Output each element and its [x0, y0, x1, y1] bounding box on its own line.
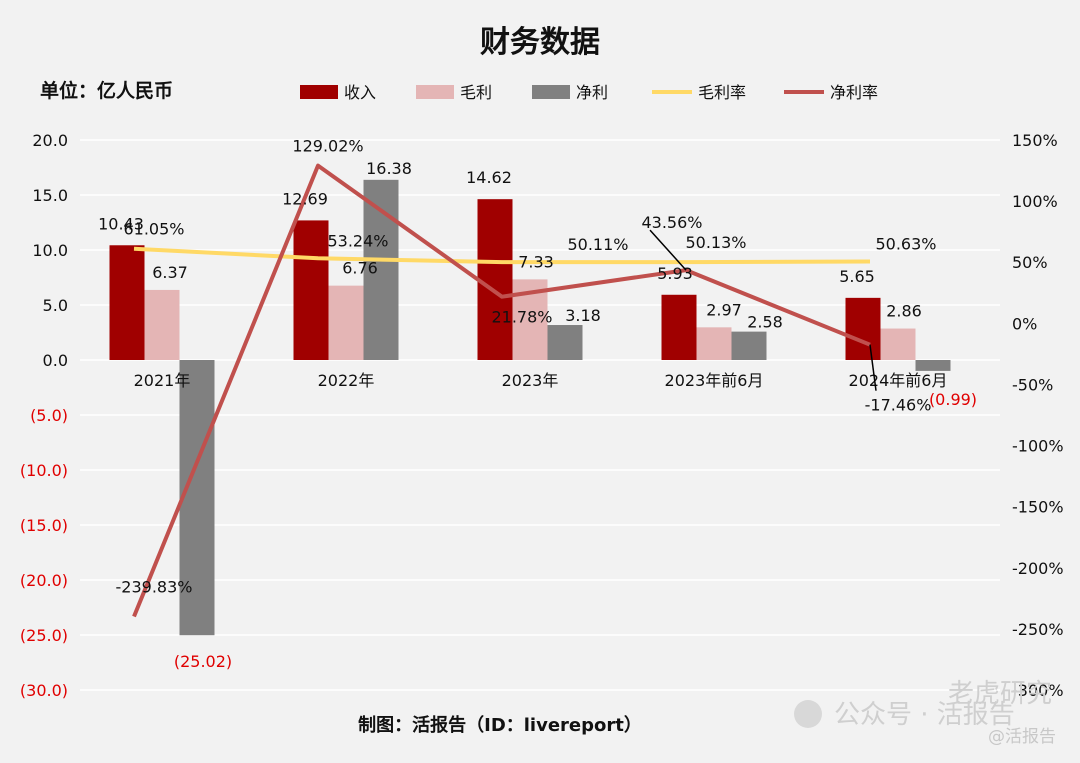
y-right-tick-label: 100% — [1012, 192, 1058, 211]
legend-label-0: 收入 — [344, 83, 376, 102]
line-label-0-4: 50.63% — [875, 234, 936, 253]
bar-label-1-2: 7.33 — [518, 252, 554, 271]
bar-label-2-3: 2.58 — [747, 313, 783, 332]
bar-0-4 — [846, 298, 881, 360]
bar-label-2-2: 3.18 — [565, 306, 601, 325]
y-left-tick-label: (5.0) — [30, 406, 68, 425]
y-left-tick-label: (15.0) — [20, 516, 68, 535]
watermark-handle: @活报告 — [988, 727, 1056, 747]
legend: 收入 毛利 净利 毛利率 净利率 — [300, 83, 878, 102]
y-right-tick-label: -200% — [1012, 559, 1064, 578]
bar-label-0-4: 5.65 — [839, 267, 875, 286]
legend-label-4: 净利率 — [830, 83, 878, 102]
category-label: 2023年前6月 — [665, 371, 764, 390]
y-left-tick-label: 10.0 — [32, 241, 68, 260]
y-left-tick-label: 20.0 — [32, 131, 68, 150]
bar-label-1-0: 6.37 — [152, 263, 188, 282]
y-left-tick-label: 15.0 — [32, 186, 68, 205]
bar-label-2-0: (25.02) — [174, 652, 232, 671]
bar-2-4 — [916, 360, 951, 371]
bar-label-2-1: 16.38 — [366, 159, 412, 178]
y-left-tick-label: (20.0) — [20, 571, 68, 590]
bars-layer — [110, 180, 951, 635]
line-label-1-4: -17.46% — [865, 396, 932, 415]
line-label-0-1: 53.24% — [327, 231, 388, 250]
line-label-1-3: 43.56% — [641, 213, 702, 232]
y-right-tick-label: 50% — [1012, 253, 1048, 272]
wechat-icon — [794, 700, 822, 728]
bar-0-2 — [478, 199, 513, 360]
bar-2-2 — [548, 325, 583, 360]
line-label-1-2: 21.78% — [491, 308, 552, 327]
legend-swatch-0 — [300, 85, 338, 99]
y-right-tick-label: -50% — [1012, 375, 1053, 394]
y-left-tick-label: (30.0) — [20, 681, 68, 700]
legend-swatch-2 — [532, 85, 570, 99]
bar-0-3 — [662, 295, 697, 360]
watermark-text2: 老虎研究 — [948, 679, 1052, 709]
category-label: 2022年 — [318, 371, 375, 390]
unit-label: 单位：亿人民币 — [40, 79, 173, 102]
line-label-1-1: 129.02% — [292, 137, 363, 156]
y-left-tick-label: (10.0) — [20, 461, 68, 480]
chart-credit: 制图：活报告（ID：livereport） — [358, 714, 642, 736]
legend-label-1: 毛利 — [460, 83, 492, 102]
bar-1-3 — [697, 327, 732, 360]
bar-1-4 — [881, 329, 916, 360]
y-right-tick-label: -150% — [1012, 498, 1064, 517]
bar-1-0 — [145, 290, 180, 360]
watermark: 公众号 · 活报告 老虎研究 @活报告 — [794, 679, 1056, 747]
grid-layer: 20.0 15.0 10.0 5.0 0.0 (5.0) (10.0) (15.0) (20.0… — [20, 131, 1064, 700]
y-right-tick-label: 0% — [1012, 314, 1037, 333]
bar-label-1-3: 2.97 — [706, 300, 742, 319]
bar-label-1-4: 2.86 — [886, 302, 922, 321]
y-left-tick-label: (25.0) — [20, 626, 68, 645]
line-label-1-0: -239.83% — [116, 577, 193, 596]
bar-label-0-3: 5.93 — [657, 264, 693, 283]
bar-2-3 — [732, 332, 767, 360]
category-label: 2023年 — [502, 371, 559, 390]
bar-0-0 — [110, 245, 145, 360]
bar-label-2-4: (0.99) — [929, 390, 977, 409]
bar-label-1-1: 6.76 — [342, 259, 378, 278]
line-label-0-3: 50.13% — [685, 233, 746, 252]
y-left-tick-label: 5.0 — [43, 296, 68, 315]
bar-label-0-2: 14.62 — [466, 168, 512, 187]
chart-title: 财务数据 — [480, 25, 600, 60]
category-label: 2024年前6月 — [849, 371, 948, 390]
y-right-tick-label: -250% — [1012, 620, 1064, 639]
legend-label-2: 净利 — [576, 83, 608, 102]
bar-1-1 — [329, 286, 364, 360]
category-label: 2021年 — [134, 371, 191, 390]
bar-0-1 — [294, 220, 329, 360]
legend-swatch-1 — [416, 85, 454, 99]
y-right-tick-label: 150% — [1012, 131, 1058, 150]
line-label-0-2: 50.11% — [567, 235, 628, 254]
bar-label-0-1: 12.69 — [282, 189, 328, 208]
legend-label-3: 毛利率 — [698, 83, 746, 102]
y-left-tick-label: 0.0 — [43, 351, 68, 370]
y-right-tick-label: -100% — [1012, 437, 1064, 456]
line-label-0-0: 61.05% — [123, 220, 184, 239]
